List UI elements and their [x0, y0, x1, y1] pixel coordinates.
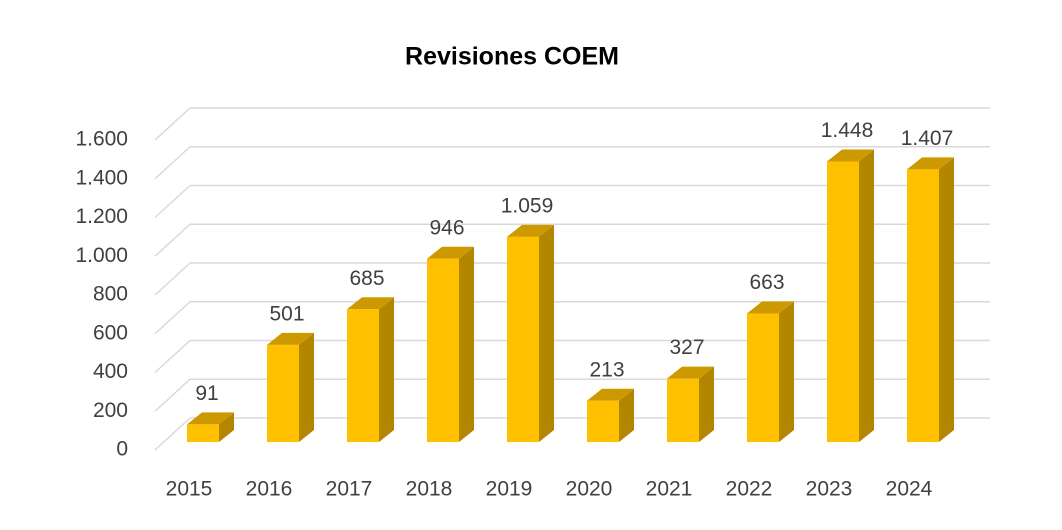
data-label: 1.448 — [821, 119, 874, 142]
bar — [667, 378, 699, 442]
bar-side — [379, 297, 394, 442]
bar-top — [347, 297, 394, 310]
chart-title: Revisiones COEM — [405, 43, 619, 71]
x-tick-label: 2015 — [166, 478, 213, 501]
bar-side — [299, 332, 314, 442]
bar — [747, 313, 779, 442]
bar — [907, 169, 939, 443]
grid-line — [154, 146, 191, 180]
bar-top — [747, 301, 794, 314]
bar-top — [907, 157, 954, 170]
grid-line — [154, 107, 191, 141]
bar-side — [539, 224, 554, 442]
data-label: 1.407 — [901, 127, 954, 150]
data-label: 663 — [749, 271, 784, 294]
grid-line — [154, 262, 191, 296]
bar-top — [587, 388, 634, 401]
data-label: 946 — [429, 216, 464, 239]
bar — [587, 400, 619, 442]
bar-top — [187, 412, 234, 425]
bar-side — [619, 388, 634, 442]
x-tick-label: 2018 — [406, 478, 453, 501]
bar-top — [507, 224, 554, 237]
data-label: 685 — [349, 267, 384, 290]
grid-line — [154, 339, 191, 374]
bar-side — [939, 157, 954, 443]
x-tick-label: 2017 — [326, 478, 373, 501]
bar-top — [267, 332, 314, 345]
bar-side — [779, 301, 794, 442]
grid-line — [154, 417, 191, 451]
bar-side — [859, 149, 874, 442]
x-tick-label: 2023 — [806, 478, 853, 501]
grid-line — [154, 378, 191, 412]
bar — [827, 161, 859, 442]
data-label: 1.059 — [501, 194, 554, 217]
y-tick-label: 600 — [93, 321, 128, 344]
x-tick-label: 2022 — [726, 478, 773, 501]
data-label: 213 — [589, 358, 624, 381]
x-tick-label: 2020 — [566, 478, 613, 501]
data-label: 501 — [269, 302, 304, 325]
y-tick-label: 400 — [93, 360, 128, 383]
y-tick-label: 0 — [116, 438, 128, 461]
y-tick-label: 1.400 — [75, 166, 128, 189]
data-label: 327 — [669, 336, 704, 359]
x-tick-label: 2019 — [486, 478, 533, 501]
bar-top — [827, 149, 874, 162]
y-tick-label: 1.200 — [75, 205, 128, 228]
bar-side — [699, 366, 714, 442]
grid-line — [154, 184, 191, 219]
bar — [267, 344, 299, 442]
bar — [427, 258, 459, 442]
y-tick-label: 1.600 — [75, 128, 128, 151]
bar-side — [219, 412, 234, 442]
grid-line — [154, 301, 191, 335]
bar — [187, 424, 219, 442]
data-label: 91 — [195, 382, 218, 405]
y-tick-label: 200 — [93, 399, 128, 422]
bar-top — [667, 366, 714, 379]
bar-top — [427, 246, 474, 259]
y-tick-label: 800 — [93, 283, 128, 306]
bar — [507, 236, 539, 442]
x-tick-label: 2016 — [246, 478, 293, 501]
x-tick-label: 2024 — [886, 478, 933, 501]
bar — [347, 309, 379, 442]
bar-side — [459, 246, 474, 442]
y-tick-label: 1.000 — [75, 244, 128, 267]
x-tick-label: 2021 — [646, 478, 693, 501]
grid-line — [154, 223, 191, 257]
